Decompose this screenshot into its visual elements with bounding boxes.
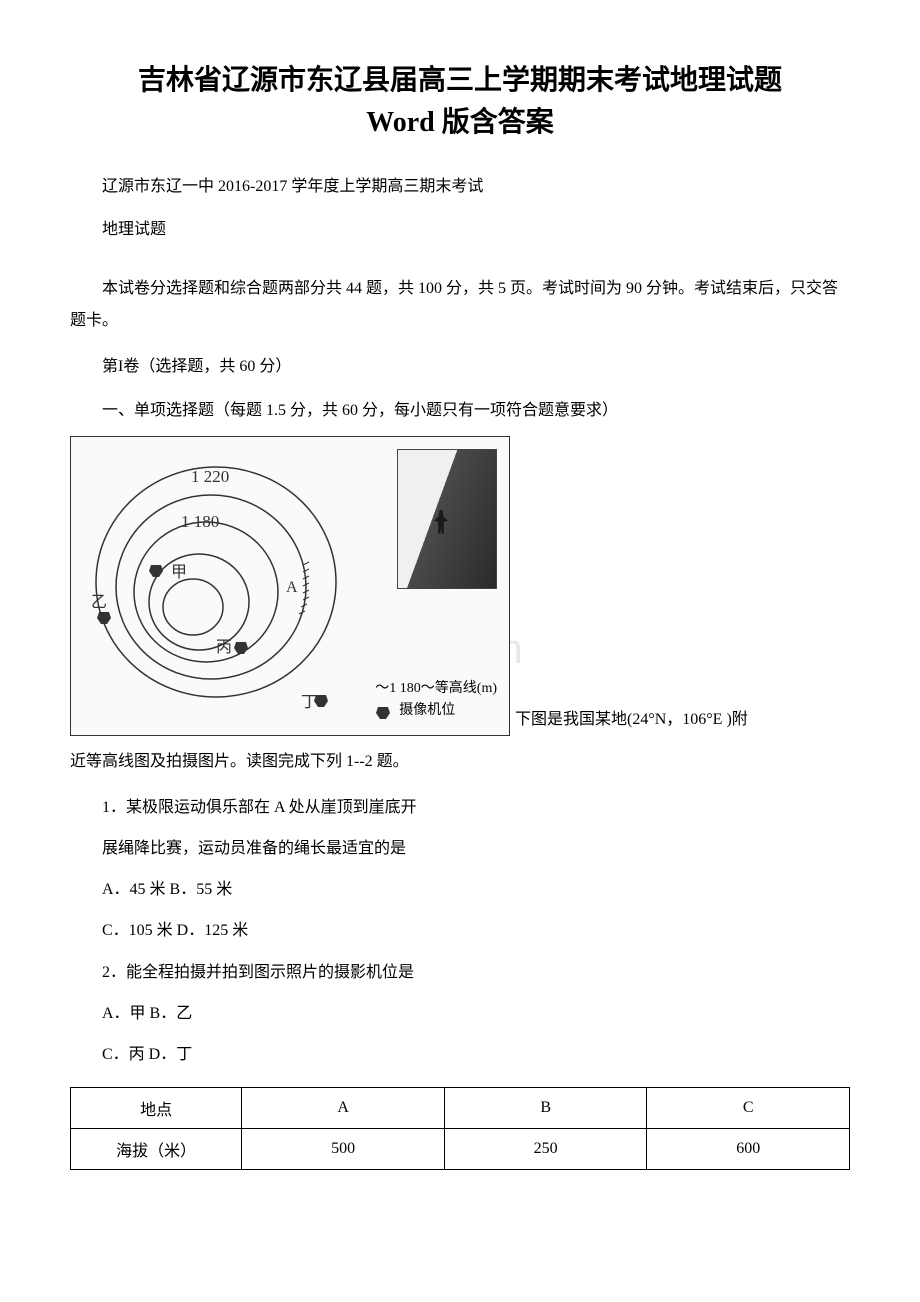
figure-legend: 〜1 180〜等高线(m) 摄像机位 [375,678,497,723]
section-1-instruction: 一、单项选择题（每题 1.5 分，共 60 分，每小题只有一项符合题意要求） [70,393,850,428]
data-table: 地点 A B C 海拔（米） 500 250 600 [70,1087,850,1170]
school-header: 辽源市东辽一中 2016-2017 学年度上学期高三期末考试 [70,169,850,204]
legend-contour-text: 〜1 180〜等高线(m) [375,678,497,700]
table-row: 海拔（米） 500 250 600 [71,1129,850,1170]
label-ding: 丁 [301,694,317,711]
title-line1: 吉林省辽源市东辽县届高三上学期期末考试地理试题 [138,65,782,96]
label-yi: 乙 [91,594,107,611]
climber-silhouette [434,510,448,534]
camera-icon [375,703,393,721]
contour-figure: 1 220 1 180 甲 乙 丙 丁 A [70,436,510,736]
intro-paragraph: 本试卷分选择题和综合题两部分共 44 题，共 100 分，共 5 页。考试时间为… [70,273,850,337]
contour-label-1180: 1 180 [181,512,219,531]
label-bing: 丙 [216,639,232,656]
q1-options-ab: A．45 米 B．55 米 [70,872,850,907]
q1-stem-2: 展绳降比赛，运动员准备的绳长最适宜的是 [70,831,850,866]
table-cell-0-0: 海拔（米） [71,1129,242,1170]
label-jia: 甲 [171,564,187,581]
table-header-2: B [444,1088,647,1129]
q1-stem-1: 1．某极限运动俱乐部在 A 处从崖顶到崖底开 [70,790,850,825]
legend-contour-row: 〜1 180〜等高线(m) [375,678,497,700]
main-title: 吉林省辽源市东辽县届高三上学期期末考试地理试题 Word 版含答案 [70,60,850,144]
label-a: A [286,579,298,596]
climbing-photo [397,449,497,589]
table-cell-0-3: 600 [647,1129,850,1170]
section-1-label: 第I卷（选择题，共 60 分） [70,349,850,384]
after-figure-inline: 下图是我国某地(24°N，106°E )附 [510,704,850,736]
subject-header: 地理试题 [70,212,850,247]
q2-options-ab: A．甲 B．乙 [70,996,850,1031]
table-header-1: A [242,1088,445,1129]
contour-label-1220: 1 220 [191,467,229,486]
contour-map-area: 1 220 1 180 甲 乙 丙 丁 A [81,447,361,727]
after-figure-line2: 近等高线图及拍摄图片。读图完成下列 1--2 题。 [70,746,850,778]
legend-camera-row: 摄像机位 [375,700,497,722]
camera-icon-jia [149,565,163,577]
table-cell-0-1: 500 [242,1129,445,1170]
q2-stem: 2．能全程拍摄并拍到图示照片的摄影机位是 [70,955,850,990]
contour-svg: 1 220 1 180 甲 乙 丙 丁 A [81,447,361,727]
legend-camera-text: 摄像机位 [399,700,455,722]
document-content: 吉林省辽源市东辽县届高三上学期期末考试地理试题 Word 版含答案 辽源市东辽一… [70,60,850,1170]
title-line2: Word 版含答案 [366,107,553,138]
camera-icon-yi [97,612,111,624]
table-header-3: C [647,1088,850,1129]
camera-icon-bing [234,642,248,654]
table-header-row: 地点 A B C [71,1088,850,1129]
table-header-0: 地点 [71,1088,242,1129]
q2-options-cd: C．丙 D．丁 [70,1037,850,1072]
q1-options-cd: C．105 米 D．125 米 [70,913,850,948]
figure-row: 1 220 1 180 甲 乙 丙 丁 A [70,436,850,736]
table-cell-0-2: 250 [444,1129,647,1170]
